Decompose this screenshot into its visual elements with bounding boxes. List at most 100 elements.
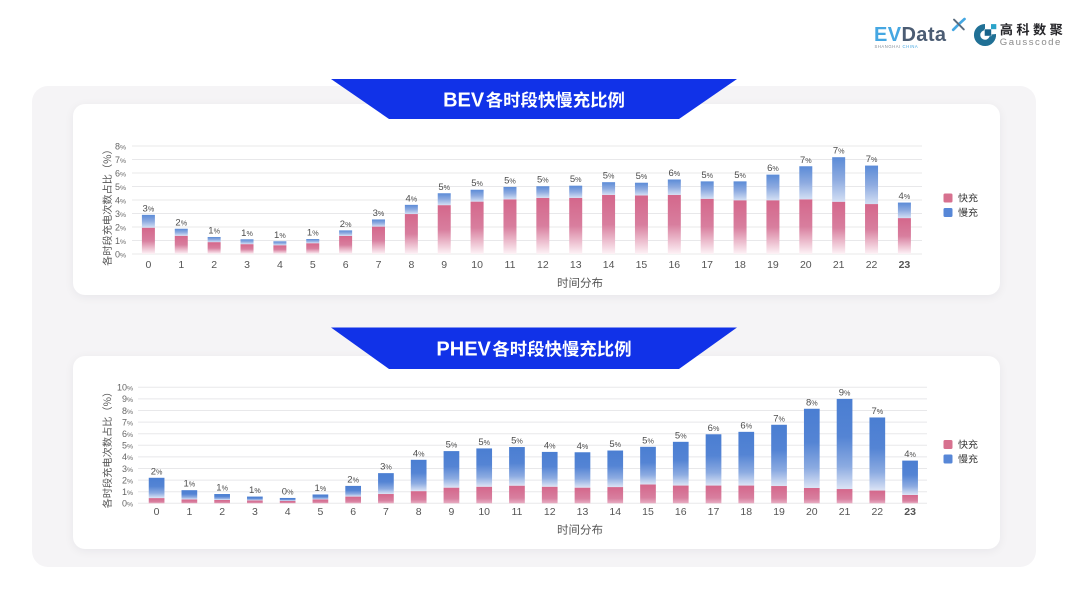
svg-text:1: 1 [178, 259, 184, 271]
svg-text:18: 18 [734, 259, 746, 271]
svg-text:19: 19 [773, 506, 785, 518]
svg-text:5%: 5% [504, 175, 516, 186]
svg-text:1: 1 [186, 506, 192, 518]
svg-text:9%: 9% [839, 387, 851, 398]
svg-text:2%: 2% [115, 222, 126, 232]
svg-text:19: 19 [767, 259, 779, 271]
svg-text:6%: 6% [668, 168, 680, 179]
svg-text:3%: 3% [115, 209, 126, 219]
svg-text:12: 12 [544, 506, 556, 518]
svg-text:5: 5 [310, 259, 316, 271]
svg-text:17: 17 [701, 259, 713, 271]
svg-text:12: 12 [537, 259, 549, 271]
svg-text:10%: 10% [117, 383, 133, 393]
svg-text:5%: 5% [446, 440, 458, 451]
svg-text:16: 16 [675, 506, 687, 518]
svg-text:14: 14 [603, 259, 615, 271]
svg-text:1%: 1% [274, 230, 286, 241]
svg-text:4%: 4% [115, 195, 126, 205]
svg-text:22: 22 [866, 259, 878, 271]
svg-text:14: 14 [609, 506, 621, 518]
svg-text:7%: 7% [833, 146, 845, 157]
svg-text:6%: 6% [740, 420, 752, 431]
svg-text:10: 10 [471, 259, 483, 271]
svg-text:8%: 8% [115, 141, 126, 151]
svg-text:7%: 7% [866, 154, 878, 165]
svg-text:23: 23 [904, 506, 916, 518]
svg-text:5%: 5% [537, 175, 549, 186]
svg-text:9: 9 [441, 259, 447, 271]
svg-text:5%: 5% [603, 171, 615, 182]
svg-text:5%: 5% [734, 170, 746, 181]
svg-text:1%: 1% [216, 483, 228, 494]
svg-text:8%: 8% [122, 406, 133, 416]
svg-text:7%: 7% [773, 413, 785, 424]
svg-text:3: 3 [252, 506, 258, 518]
svg-text:8: 8 [416, 506, 422, 518]
svg-text:11: 11 [505, 259, 516, 271]
svg-text:7: 7 [376, 259, 382, 271]
svg-text:PHEV: PHEV [436, 338, 491, 360]
svg-text:4%: 4% [899, 191, 911, 202]
svg-text:4%: 4% [577, 441, 589, 452]
svg-text:1%: 1% [208, 225, 220, 236]
svg-text:6%: 6% [115, 168, 126, 178]
svg-text:1%: 1% [315, 483, 327, 494]
svg-text:5%: 5% [570, 174, 582, 185]
svg-text:4%: 4% [406, 193, 418, 204]
svg-text:0: 0 [154, 506, 160, 518]
svg-text:4%: 4% [544, 440, 556, 451]
svg-text:5%: 5% [701, 170, 713, 181]
svg-text:9: 9 [449, 506, 455, 518]
svg-text:10: 10 [478, 506, 490, 518]
svg-text:13: 13 [577, 506, 589, 518]
svg-text:5%: 5% [511, 436, 523, 447]
svg-text:Gausscode: Gausscode [1000, 37, 1062, 48]
svg-text:4: 4 [277, 259, 283, 271]
svg-text:2%: 2% [347, 474, 359, 485]
svg-text:5%: 5% [438, 182, 450, 193]
svg-text:SHANGHAI CHINA: SHANGHAI CHINA [875, 44, 919, 49]
svg-text:8%: 8% [806, 397, 818, 408]
svg-text:3%: 3% [373, 208, 385, 219]
svg-text:7: 7 [383, 506, 389, 518]
svg-text:6%: 6% [767, 163, 779, 174]
svg-text:6%: 6% [122, 429, 133, 439]
svg-text:8: 8 [408, 259, 414, 271]
svg-text:0: 0 [145, 259, 151, 271]
svg-text:2: 2 [211, 259, 217, 271]
svg-text:1%: 1% [184, 479, 196, 490]
svg-text:5%: 5% [122, 441, 133, 451]
svg-text:1%: 1% [241, 228, 253, 239]
svg-text:5%: 5% [675, 430, 687, 441]
svg-text:0%: 0% [122, 499, 133, 509]
svg-text:18: 18 [740, 506, 752, 518]
svg-text:22: 22 [871, 506, 883, 518]
svg-text:20: 20 [806, 506, 818, 518]
svg-text:21: 21 [839, 506, 851, 518]
svg-text:4: 4 [285, 506, 291, 518]
svg-text:11: 11 [512, 506, 523, 518]
svg-text:2%: 2% [175, 217, 187, 228]
svg-text:3: 3 [244, 259, 250, 271]
svg-text:BEV: BEV [443, 89, 485, 111]
svg-text:4%: 4% [413, 448, 425, 459]
svg-text:1%: 1% [249, 485, 261, 496]
svg-text:0%: 0% [282, 486, 294, 497]
svg-text:1%: 1% [115, 236, 126, 246]
svg-text:2: 2 [219, 506, 225, 518]
svg-text:0%: 0% [115, 249, 126, 259]
svg-text:7%: 7% [800, 155, 812, 166]
svg-text:6: 6 [350, 506, 356, 518]
svg-text:5%: 5% [636, 171, 648, 182]
svg-text:7%: 7% [115, 155, 126, 165]
svg-text:7%: 7% [122, 417, 133, 427]
svg-text:Data: Data [901, 24, 946, 46]
svg-text:5%: 5% [478, 437, 490, 448]
svg-text:15: 15 [642, 506, 654, 518]
svg-text:23: 23 [899, 259, 911, 271]
svg-text:6%: 6% [708, 423, 720, 434]
svg-text:15: 15 [636, 259, 648, 271]
svg-text:EV: EV [874, 24, 902, 46]
svg-text:5: 5 [317, 506, 323, 518]
